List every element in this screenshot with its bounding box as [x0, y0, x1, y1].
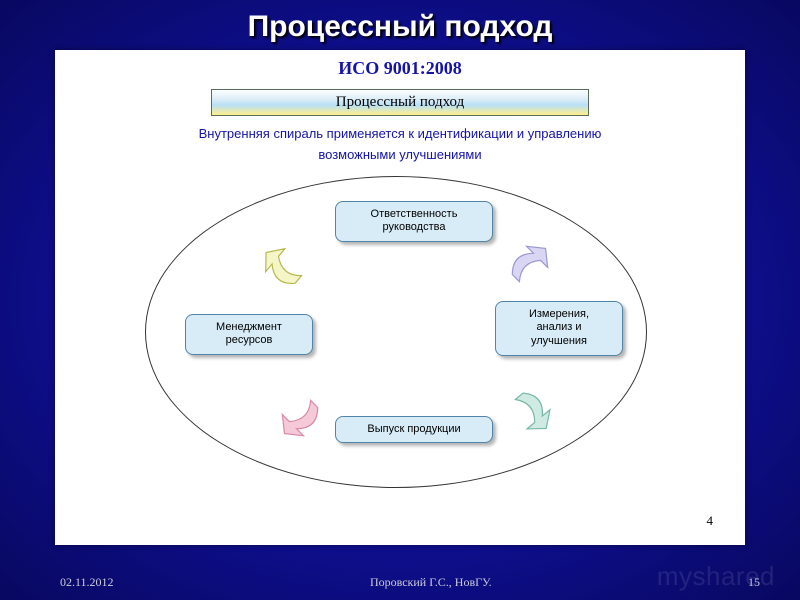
arrow-bottom-right-icon	[490, 376, 560, 446]
node-resources: Менеджментресурсов	[185, 314, 313, 356]
slide-background: Процессный подход ИСО 9001:2008 Процессн…	[0, 0, 800, 600]
node-responsibility: Ответственностьруководства	[335, 201, 493, 243]
sub-title-box: Процессный подход	[211, 89, 589, 116]
footer-date: 02.11.2012	[60, 575, 114, 590]
arrow-top-right-icon	[495, 236, 565, 306]
description-line2: возможными улучшениями	[318, 147, 481, 162]
arrow-top-left-icon	[255, 231, 325, 301]
arrow-path	[274, 393, 325, 444]
node-label: Менеджментресурсов	[216, 321, 282, 347]
description-text: Внутренняя спираль применяется к идентиф…	[55, 124, 745, 166]
footer-author: Поровский Г.С., НовГУ.	[370, 575, 492, 590]
watermark: myshared	[657, 561, 775, 592]
content-panel: ИСО 9001:2008 Процессный подход Внутренн…	[55, 50, 745, 545]
inner-page-number: 4	[707, 513, 714, 529]
arrow-path	[508, 386, 558, 437]
node-label: Измерения,анализ иулучшения	[529, 308, 589, 348]
node-product: Выпуск продукции	[335, 416, 493, 444]
arrow-path	[256, 241, 307, 291]
arrow-path	[505, 237, 556, 288]
description-line1: Внутренняя спираль применяется к идентиф…	[199, 126, 602, 141]
diagram-area: Ответственностьруководства Менеджментрес…	[55, 166, 745, 506]
node-label: Выпуск продукции	[367, 423, 460, 435]
node-measurement: Измерения,анализ иулучшения	[495, 301, 623, 356]
arrow-bottom-left-icon	[265, 376, 335, 446]
slide-title: Процессный подход	[0, 0, 800, 44]
iso-heading: ИСО 9001:2008	[55, 58, 745, 79]
node-label: Ответственностьруководства	[371, 208, 458, 234]
